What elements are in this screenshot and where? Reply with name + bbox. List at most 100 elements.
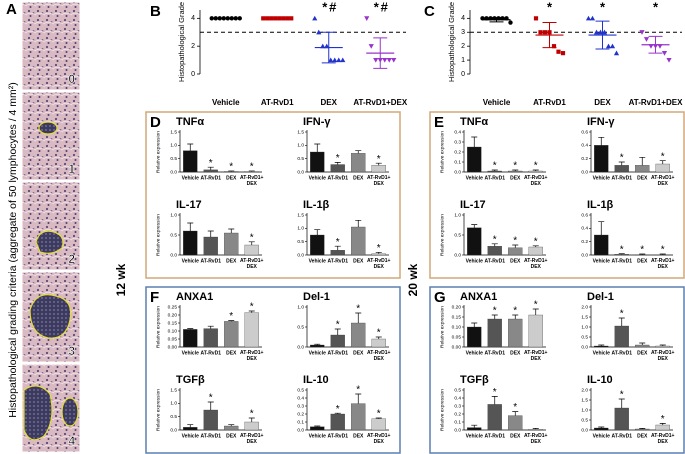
x-tick-label: AT-RvD1 [201, 258, 222, 264]
error-bar [228, 228, 235, 233]
panel-frame [429, 111, 685, 279]
chart-title: TNFα [176, 116, 204, 128]
bar [594, 345, 609, 348]
x-tick-label: AT-RvD1 [328, 175, 349, 181]
y-tick-label: 1.0 [170, 143, 177, 149]
point [382, 58, 388, 63]
y-tick-label: 0.0 [297, 344, 304, 350]
period-label: 12 wk [114, 263, 128, 296]
x-tick-label: DEX [353, 350, 364, 356]
x-tick-label: DEX [226, 350, 237, 356]
x-tick-label: Vehicle [466, 350, 483, 356]
panel-letter: F [150, 289, 159, 306]
bar [310, 426, 325, 431]
significance: * [534, 236, 538, 247]
error-bar [207, 325, 214, 329]
y-tick-label: 1.0 [581, 324, 588, 330]
significance: * [250, 302, 254, 313]
y-tick-label: 0.0 [581, 169, 588, 175]
y-tick-label: 0.0 [581, 252, 588, 258]
y-tick-label: 0.4 [581, 226, 588, 232]
x-tick-label: AT-RvD1 [485, 258, 506, 264]
y-tick-label: 0.5 [297, 239, 304, 245]
significance: * [336, 404, 340, 415]
y-axis-label: Relative expression [439, 389, 445, 431]
bar [203, 169, 218, 173]
error-bar [314, 229, 321, 235]
chart-title: IFN-γ [303, 116, 331, 128]
significance: * [336, 153, 340, 164]
y-tick-label: 0.6 [581, 212, 588, 218]
significance: * [493, 161, 497, 172]
x-tick-label: Vehicle [466, 258, 483, 264]
x-tick-label: AT-RvD1+DEX [240, 433, 263, 445]
chart-title: TGFβ [460, 374, 489, 386]
y-tick-label: 2.0 [581, 304, 588, 310]
bar [351, 322, 366, 348]
bar [528, 314, 543, 348]
error-bar [532, 245, 539, 247]
grade-label: 3 [68, 344, 75, 358]
y-tick-label: 0.2 [454, 411, 461, 417]
y-tick-label: 1.0 [170, 401, 177, 407]
y-tick-label: 0.15 [452, 314, 462, 320]
bar [330, 413, 345, 431]
bar [467, 427, 482, 431]
y-tick-label: 0.2 [454, 149, 461, 155]
significance: * [493, 234, 497, 245]
bar [351, 403, 366, 431]
side-label: Histopathological grading criteria (aggr… [7, 82, 19, 418]
x-tick-label: AT-RvD1 [612, 433, 633, 439]
error-bar [618, 398, 625, 408]
error-bar [639, 342, 646, 345]
point [538, 30, 543, 35]
chart-title: Del-1 [587, 291, 614, 303]
sd-bar [595, 20, 610, 50]
x-tick-label: AT-RvD1+DEX [651, 175, 674, 187]
significance: * [250, 232, 254, 243]
significance: # [381, 0, 389, 14]
significance: * [547, 0, 553, 14]
error-bar [248, 417, 255, 422]
y-tick-label: 4 [191, 15, 195, 22]
significance: * [620, 244, 624, 255]
point [316, 29, 322, 35]
error-bar [659, 344, 666, 346]
bar [183, 230, 198, 256]
x-tick-label: AT-RvD1+DEX [651, 258, 674, 270]
point [340, 57, 346, 63]
bar [351, 226, 366, 256]
chart-title: IL-10 [303, 374, 329, 386]
point [593, 29, 600, 35]
sd-bar [489, 17, 504, 23]
error-bar [659, 160, 666, 164]
bar [351, 153, 366, 173]
x-tick-label: AT-RvD1 [328, 350, 349, 356]
histology-images [21, 1, 81, 453]
point [613, 50, 620, 56]
y-tick-label: 2 [461, 43, 465, 50]
y-tick-label: 1.0 [297, 304, 304, 310]
panel-letter: G [434, 289, 446, 306]
panel-frame [145, 286, 401, 454]
bar [310, 234, 325, 256]
image [21, 181, 81, 271]
y-tick-label: 0 [461, 71, 465, 78]
y-tick-label: 0.5 [454, 232, 461, 238]
sd-bar [373, 37, 388, 69]
point [585, 15, 592, 21]
x-tick-label: DEX [226, 433, 237, 439]
y-tick-label: 1.0 [297, 143, 304, 149]
y-tick-label: 0.0 [297, 169, 304, 175]
image [21, 1, 81, 91]
error-bar [355, 150, 362, 154]
error-bar [334, 412, 341, 414]
bar [487, 246, 502, 256]
error-bar [639, 428, 646, 429]
x-tick-label: AT-RvD1+DEX [524, 433, 547, 445]
bar [655, 345, 670, 348]
x-tick-label: DEX [637, 175, 648, 181]
significance: * [250, 409, 254, 420]
panel-letter: C [424, 3, 435, 20]
bar [183, 150, 198, 173]
